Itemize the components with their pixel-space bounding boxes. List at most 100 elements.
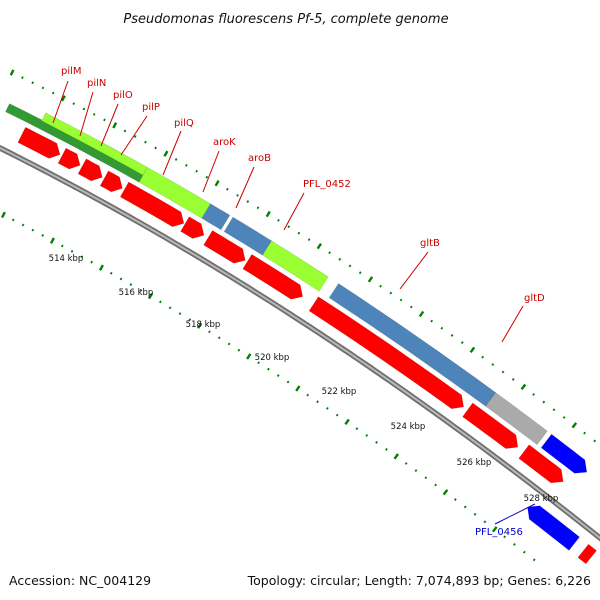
outer-tick-mark [174,158,178,161]
inner-tick-mark [147,292,154,300]
cds-forward-arrow [462,402,519,449]
gene-label-pfl-0456[interactable]: PFL_0456 [475,527,523,538]
outer-tick-mark [583,431,586,435]
outer-tick-mark [112,122,118,129]
cds-reverse-arrow [527,505,580,551]
inner-tick-mark [453,498,457,501]
inner-tick-mark [424,476,428,480]
inner-tick-mark [98,264,104,271]
gene-labels: pilM pilN pilO pilP pilQ aroK aroB PFL_0452 gltB… [52,66,545,538]
cds-forward-arrow [242,253,304,300]
inner-tick-mark [365,434,369,437]
topology-text: Topology: circular; Length: 7,074,893 bp… [247,573,591,588]
gene-feature-band [41,112,148,176]
outer-tick-mark [367,276,374,283]
outer-tick-mark [133,135,137,138]
inner-tick-mark [276,374,280,377]
outer-tick-mark [481,355,485,359]
inner-tick-mark [257,361,260,365]
cds-forward-arrow [518,444,564,484]
inner-tick-mark [31,228,35,232]
gene-label-leader-line [100,103,119,147]
outer-tick-mark [60,95,66,102]
outer-tick-mark [21,76,24,80]
gene-feature-arrow [540,433,588,474]
cds-forward-arrow [180,216,205,239]
gene-label-pilm[interactable]: pilM [61,66,82,77]
inner-tick-mark [355,427,359,431]
inner-tick-mark [70,249,74,253]
outer-tick-mark [236,194,239,197]
inner-tick-mark [119,277,123,281]
gene-label-gltd[interactable]: gltD [524,293,545,304]
gene-label-pfl-0452[interactable]: PFL_0452 [303,179,351,190]
scale-label: 514 kbp [49,254,84,264]
inner-tick-mark [208,330,211,334]
gene-label-gltb[interactable]: gltB [420,238,440,249]
cds-forward-arrow [77,158,103,182]
gene-label-pilq[interactable]: pilQ [174,118,194,129]
outer-tick-mark [205,175,209,179]
inner-tick-mark [483,520,487,524]
cds-forward-arrow [203,230,246,264]
outer-tick-mark [214,180,220,187]
outer-tick-mark [440,326,444,330]
outer-tick-mark [399,298,403,302]
inner-tick-mark [385,447,388,451]
outer-tick-mark [338,257,342,261]
gene-label-leader-line [79,91,94,137]
inner-tick-mark [188,318,192,322]
inner-tick-mark [178,312,182,316]
outer-tick-mark [511,377,515,381]
gene-label-arob[interactable]: aroB [248,153,271,164]
outer-tick-mark [297,231,301,235]
inner-tick-mark [414,469,418,473]
gene-feature-band [485,392,548,446]
scale-label: 524 kbp [391,422,426,432]
outer-tick-mark [358,271,362,275]
inner-tick-mark [306,393,310,397]
gene-label-pilp[interactable]: pilP [142,102,160,113]
outer-tick-mark [307,238,311,241]
gene-label-pilo[interactable]: pilO [113,90,133,101]
outer-tick-mark [277,218,280,222]
inner-tick-mark [491,526,498,533]
gene-label-leader-line [399,251,429,290]
outer-tick-mark [348,264,352,268]
outer-tick-mark [409,305,413,309]
outer-tick-mark [501,370,505,374]
outer-tick-mark [226,187,229,191]
gene-label-leader-line [52,80,69,124]
inner-tick-mark [21,223,25,227]
cds-forward-arrow [308,296,464,410]
inner-tick-mark [129,283,133,286]
inner-tick-mark [49,237,55,244]
outer-tick-mark [195,169,198,173]
outer-tick-mark [163,150,169,157]
cds-forward-arrow [99,170,123,193]
outer-tick-mark [123,129,127,133]
gene-label-arok[interactable]: aroK [213,137,236,148]
outer-tick-mark [9,69,15,76]
inner-tick-mark [159,300,162,304]
outer-tick-mark [31,81,34,85]
inner-tick-mark [90,260,93,264]
outer-tick-mark [82,107,86,111]
outer-tick-mark [328,251,331,255]
backbone-outer-line [0,144,600,542]
scale-labels: 514 kbp 516 kbp 518 kbp 520 kbp 522 kbp 524 k… [49,254,559,504]
backbone [0,144,600,542]
gene-feature-band [262,240,329,292]
inner-tick-mark [80,255,84,259]
outer-tick-mark [491,363,495,366]
gene-label-piln[interactable]: pilN [87,78,106,89]
outer-tick-mark [552,408,556,412]
inner-tick-mark [316,400,319,404]
cds-forward-arrow [119,181,185,228]
cds-forward-arrow [17,126,61,159]
inner-tick-mark [335,413,339,417]
genome-title: Pseudomonas fluorescens Pf-5, complete g… [123,12,448,27]
outer-tick-mark [287,225,291,229]
backbone-inner-line [0,146,600,540]
